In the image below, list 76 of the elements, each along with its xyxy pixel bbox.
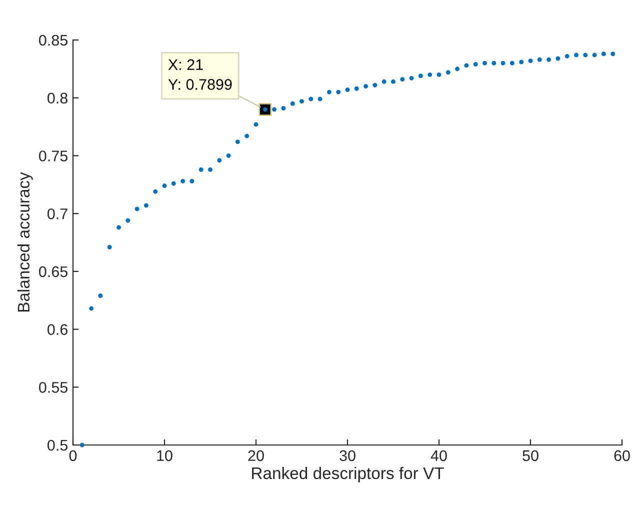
point — [510, 60, 514, 66]
point — [272, 107, 277, 112]
point — [400, 77, 405, 82]
point — [574, 52, 578, 58]
point — [500, 60, 506, 66]
x-tick-label: 40 — [430, 450, 447, 462]
point — [528, 58, 533, 64]
point — [428, 72, 432, 77]
point — [382, 79, 386, 84]
point — [446, 70, 450, 75]
point — [519, 60, 524, 64]
point — [391, 79, 396, 84]
point — [244, 134, 250, 138]
point — [336, 90, 341, 94]
point — [473, 62, 478, 67]
x-tick-label: 0 — [69, 450, 77, 462]
point — [144, 203, 148, 208]
point — [601, 52, 606, 56]
point — [326, 90, 332, 94]
annotation: X: 21 Y: 0.7899 — [168, 59, 232, 90]
y-tick-label: 0.6 — [48, 324, 68, 335]
point — [126, 218, 130, 223]
point — [464, 63, 469, 68]
point — [281, 106, 286, 111]
point — [345, 88, 350, 92]
point — [556, 56, 560, 61]
point — [583, 52, 588, 58]
point — [162, 184, 167, 188]
point — [180, 178, 186, 184]
point — [436, 72, 442, 77]
point — [226, 153, 231, 158]
point — [116, 225, 121, 230]
y-tick-label: 0.55 — [39, 382, 68, 393]
point — [190, 178, 194, 184]
point — [482, 60, 487, 66]
point — [537, 57, 542, 62]
y-tick-label: 0.75 — [39, 150, 68, 162]
y-tick-label: 0.65 — [39, 266, 68, 278]
point — [300, 99, 304, 104]
point — [134, 206, 140, 212]
point — [610, 52, 616, 56]
point — [89, 306, 94, 311]
point — [492, 60, 496, 66]
point — [235, 140, 240, 144]
point — [455, 66, 460, 72]
point — [318, 96, 322, 102]
point — [254, 122, 258, 127]
x-tick-label: 20 — [248, 450, 264, 462]
y-tick-label: 0.85 — [39, 34, 68, 46]
y-tick-label: 0.7 — [48, 208, 68, 220]
point — [171, 181, 176, 186]
point — [290, 101, 295, 106]
x-tick-label: 60 — [614, 450, 630, 462]
point — [198, 167, 204, 172]
point — [372, 82, 378, 88]
point — [418, 74, 423, 78]
point — [80, 442, 84, 448]
point — [98, 293, 103, 298]
point — [153, 189, 158, 194]
point — [592, 52, 597, 58]
point — [308, 96, 314, 102]
x-tick-label: 30 — [340, 450, 356, 462]
y-tick-label: 0.8 — [48, 92, 68, 104]
point — [409, 76, 414, 80]
y-axis-title: Balanced accuracy — [17, 172, 33, 312]
point — [364, 84, 368, 89]
x-tick-label: 50 — [522, 450, 538, 462]
y-tick-label: 0.5 — [48, 440, 68, 451]
x-tick-label: 10 — [157, 450, 172, 462]
point — [546, 57, 552, 62]
point — [564, 54, 570, 58]
point — [217, 158, 222, 163]
point — [354, 86, 359, 91]
x-axis-title: Ranked descriptors for VT — [252, 466, 444, 482]
point — [107, 244, 112, 250]
point — [208, 167, 212, 172]
